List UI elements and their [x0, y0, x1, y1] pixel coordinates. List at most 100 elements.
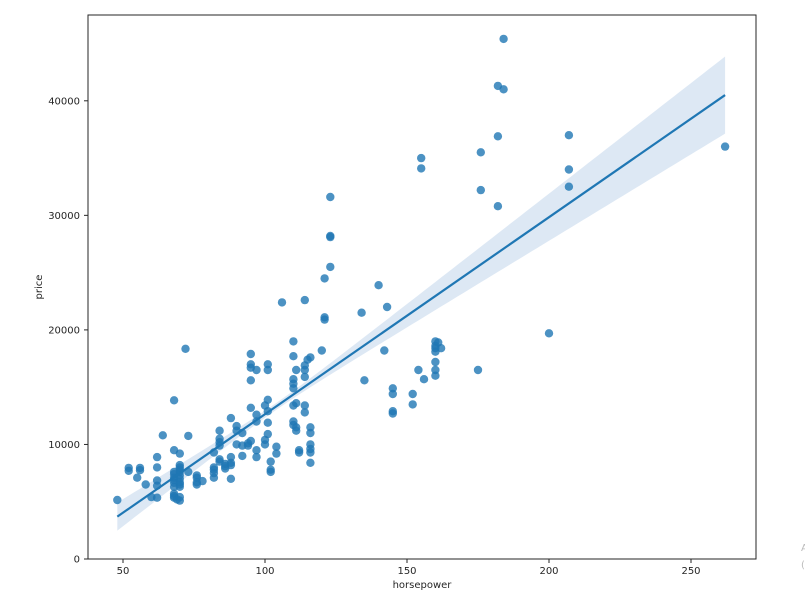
data-point: [417, 164, 426, 173]
data-point: [499, 34, 508, 44]
y-tick-label: 10000: [48, 440, 80, 451]
data-point: [300, 401, 309, 410]
data-point: [246, 403, 255, 412]
edge-artifact-1: A: [801, 543, 805, 554]
y-axis-label: price: [34, 275, 45, 300]
data-point: [246, 376, 255, 385]
data-point: [252, 446, 261, 455]
data-point: [380, 346, 389, 355]
data-point: [564, 182, 574, 191]
data-point: [564, 165, 574, 174]
data-point: [326, 232, 335, 242]
data-point: [113, 495, 122, 505]
data-point: [272, 449, 281, 458]
data-point: [133, 473, 142, 482]
data-point: [431, 357, 440, 367]
data-point: [306, 353, 315, 362]
data-point: [152, 463, 162, 472]
x-tick-label: 150: [397, 566, 416, 577]
data-point: [238, 451, 247, 461]
data-point: [169, 396, 179, 405]
data-point: [226, 460, 236, 470]
data-point: [388, 389, 397, 399]
data-point: [263, 429, 272, 439]
data-point: [326, 192, 335, 202]
edge-artifact-2: (: [801, 560, 805, 571]
x-tick-label: 100: [255, 566, 274, 577]
data-point: [306, 448, 315, 457]
data-point: [135, 466, 145, 475]
data-point: [360, 376, 369, 385]
x-tick-label: 50: [117, 566, 130, 577]
data-point: [357, 308, 366, 317]
data-point: [326, 262, 335, 272]
data-point: [300, 295, 309, 305]
data-point: [300, 408, 309, 417]
data-point: [152, 452, 162, 462]
data-point: [493, 202, 503, 211]
data-point: [175, 492, 184, 502]
data-point: [408, 400, 417, 409]
data-point: [300, 365, 309, 375]
data-point: [320, 315, 329, 324]
y-tick-label: 0: [74, 555, 80, 566]
data-point: [246, 349, 255, 359]
data-point: [720, 142, 730, 151]
data-point: [175, 482, 184, 491]
data-point: [152, 493, 162, 502]
data-point: [252, 365, 261, 375]
regression-line: [116, 94, 726, 518]
confidence-band: [117, 56, 726, 531]
x-axis-label: horsepower: [393, 580, 453, 591]
data-point: [564, 131, 574, 140]
data-point: [215, 426, 224, 435]
data-point: [493, 132, 503, 141]
x-axis-ticks: 50 100 150 200 250: [117, 559, 701, 577]
plot-frame: [87, 14, 757, 560]
data-point: [292, 399, 301, 408]
data-point: [294, 448, 304, 457]
y-tick-label: 30000: [48, 211, 80, 222]
y-tick-label: 20000: [48, 325, 80, 336]
data-point: [292, 426, 301, 435]
data-point: [141, 480, 150, 489]
data-point: [181, 344, 190, 353]
y-tick-label: 40000: [48, 96, 80, 107]
data-point: [260, 440, 270, 449]
data-point: [292, 365, 301, 375]
y-axis-ticks: 0 10000 20000 30000 40000: [48, 96, 88, 566]
data-point: [289, 337, 298, 346]
data-point: [374, 281, 383, 290]
data-point: [289, 352, 298, 361]
data-point: [226, 413, 236, 423]
data-point: [417, 153, 426, 163]
data-point: [408, 389, 417, 399]
data-point: [544, 329, 554, 338]
data-point: [184, 431, 193, 441]
data-point: [209, 473, 219, 482]
data-point: [382, 302, 392, 312]
data-point: [388, 409, 397, 418]
x-tick-label: 200: [539, 566, 558, 577]
data-point: [252, 410, 261, 419]
data-point: [300, 372, 309, 382]
data-point: [266, 467, 275, 477]
data-point: [431, 371, 440, 380]
data-point: [476, 148, 485, 157]
data-point: [158, 431, 167, 440]
data-point: [499, 85, 508, 94]
data-point: [252, 452, 261, 462]
data-point: [317, 346, 326, 355]
data-point: [289, 384, 298, 393]
data-point: [246, 436, 255, 446]
scatter-points: [113, 34, 730, 505]
data-point: [175, 449, 184, 458]
data-point: [473, 365, 483, 375]
data-point: [476, 185, 485, 195]
data-point: [306, 428, 315, 438]
x-tick-label: 250: [681, 566, 700, 577]
data-point: [414, 365, 423, 375]
data-point: [277, 298, 287, 307]
data-point: [124, 466, 133, 475]
